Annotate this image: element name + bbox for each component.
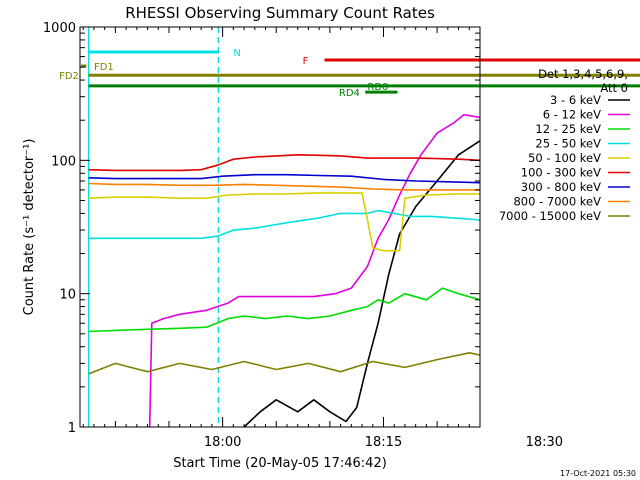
y-tick-label: 1000 [43, 21, 76, 36]
chart-title: RHESSI Observing Summary Count Rates [125, 4, 435, 22]
legend-entry-label: 12 - 25 keV [535, 122, 601, 136]
legend-entry-label: 7000 - 15000 keV [499, 209, 601, 223]
annotation-label-fd1-5: FD1 [94, 62, 114, 73]
x-tick-label: 18:15 [365, 435, 402, 450]
annotation-label-f-4: F [303, 56, 309, 67]
x-tick-label: 18:30 [526, 435, 563, 450]
legend-entry-label: 6 - 12 keV [543, 108, 601, 122]
legend-entry-label: 800 - 7000 keV [513, 195, 601, 209]
y-tick-label: 1 [68, 421, 76, 436]
y-tick-label: 100 [51, 154, 76, 169]
annotation-label-fd2-6: FD2 [59, 71, 79, 82]
y-tick-label: 10 [59, 288, 76, 303]
annotation-label-n-1: N [233, 48, 240, 59]
count-rate-chart: RHESSI Observing Summary Count Rates NSF… [0, 0, 640, 480]
legend-header: Att 0 [600, 81, 628, 95]
x-axis-label: Start Time (20-May-05 17:46:42) [173, 456, 387, 471]
y-axis-label: Count Rate (s⁻¹ detector⁻¹) [22, 139, 37, 316]
legend-entry-label: 100 - 300 keV [521, 166, 601, 180]
legend-entry-label: 3 - 6 keV [550, 93, 601, 107]
footer-timestamp: 17-Oct-2021 05:30 [560, 469, 636, 478]
legend-header: Det 1,3,4,5,6,9, [538, 67, 628, 81]
annotation-label-rd4-8: RD4 [339, 88, 360, 99]
legend-entry-label: 50 - 100 keV [528, 151, 601, 165]
x-tick-label: 18:00 [204, 435, 241, 450]
legend-entry-label: 300 - 800 keV [521, 180, 601, 194]
legend-entry-label: 25 - 50 keV [535, 137, 601, 151]
